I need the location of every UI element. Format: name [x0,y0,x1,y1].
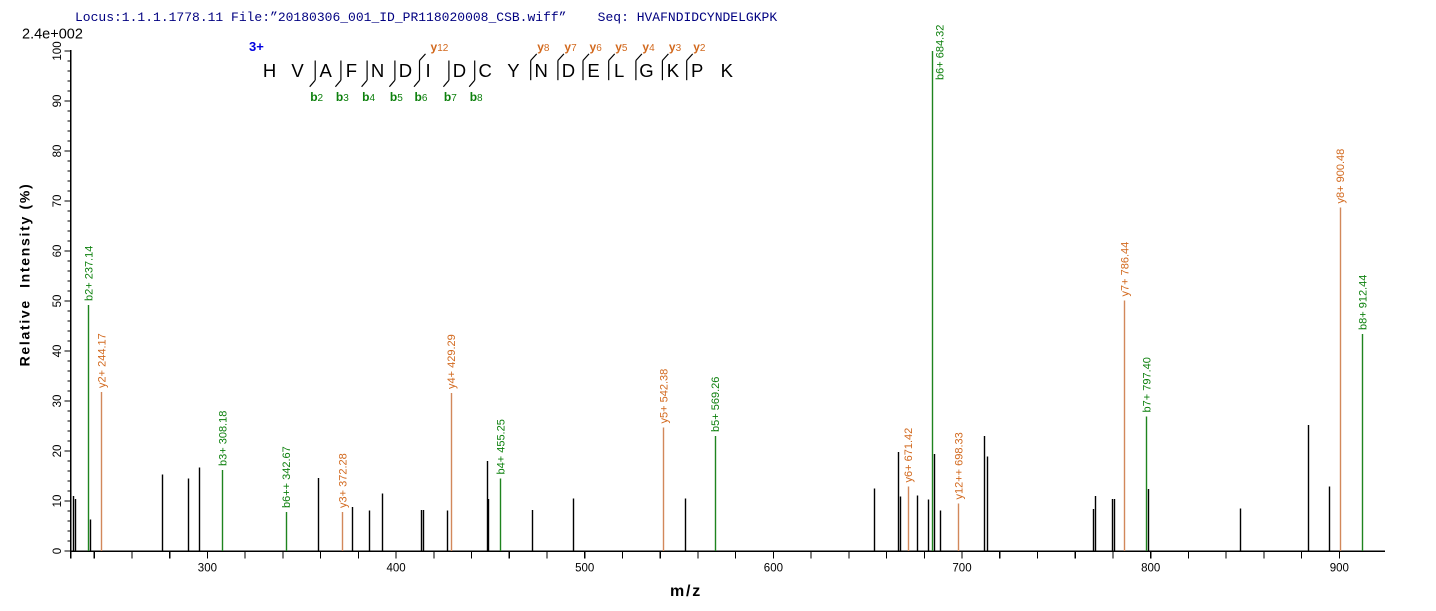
svg-text:800: 800 [1141,563,1160,575]
svg-text:y5+ 542.38: y5+ 542.38 [659,369,671,424]
svg-text:y4+ 429.29: y4+ 429.29 [446,334,458,389]
svg-text:b3: b3 [336,90,349,104]
svg-text:40: 40 [52,345,64,358]
svg-text:K: K [721,60,734,81]
svg-text:y7+ 786.44: y7+ 786.44 [1120,242,1132,297]
svg-text:y8+ 900.48: y8+ 900.48 [1335,149,1347,204]
svg-text:b6: b6 [415,90,428,104]
svg-text:b3+ 308.18: b3+ 308.18 [217,411,229,466]
svg-text:b4: b4 [362,90,375,104]
svg-text:900: 900 [1330,563,1349,575]
svg-text:300: 300 [198,563,217,575]
svg-text:E: E [587,60,599,81]
svg-text:b8+ 912.44: b8+ 912.44 [1358,275,1370,330]
svg-text:D: D [453,60,466,81]
svg-text:y2+ 244.17: y2+ 244.17 [96,333,108,388]
svg-text:2.4e+002: 2.4e+002 [22,27,83,43]
svg-text:30: 30 [52,395,64,408]
svg-text:60: 60 [52,245,64,258]
svg-text:y4: y4 [642,40,655,54]
svg-text:L: L [614,60,624,81]
svg-text:y3: y3 [669,40,682,54]
svg-text:70: 70 [52,195,64,208]
svg-text:y5: y5 [615,40,628,54]
svg-text:y7: y7 [564,40,577,54]
svg-text:A: A [320,60,333,81]
svg-text:D: D [399,60,412,81]
svg-text:90: 90 [52,95,64,108]
svg-text:N: N [371,60,384,81]
svg-text:3+: 3+ [249,39,264,54]
svg-text:100: 100 [52,41,64,60]
svg-text:m/z: m/z [670,583,702,600]
svg-text:0: 0 [52,548,64,554]
svg-text:b6+ 684.32: b6+ 684.32 [935,25,947,80]
svg-text:F: F [346,60,357,81]
svg-text:20: 20 [52,445,64,458]
svg-text:y12++ 698.33: y12++ 698.33 [954,432,966,499]
svg-text:b5: b5 [390,90,403,104]
svg-text:D: D [562,60,575,81]
svg-text:C: C [479,60,492,81]
svg-text:P: P [691,60,703,81]
svg-text:80: 80 [52,145,64,158]
svg-text:Y: Y [507,60,519,81]
svg-text:500: 500 [575,563,594,575]
svg-text:b5+ 569.26: b5+ 569.26 [710,377,722,432]
svg-text:b2: b2 [310,90,323,104]
svg-text:Relative Intensity (%): Relative Intensity (%) [17,183,33,367]
svg-text:b8: b8 [470,90,483,104]
svg-text:b6++ 342.67: b6++ 342.67 [281,446,293,508]
svg-text:y2: y2 [693,40,706,54]
svg-text:b2+ 237.14: b2+ 237.14 [84,246,96,301]
svg-text:700: 700 [952,563,971,575]
svg-text:400: 400 [387,563,406,575]
svg-text:y6: y6 [590,40,603,54]
svg-text:10: 10 [52,495,64,508]
svg-text:y8: y8 [537,40,550,54]
svg-text:G: G [639,60,653,81]
svg-text:y6+ 671.42: y6+ 671.42 [903,428,915,483]
svg-text:N: N [535,60,548,81]
svg-text:50: 50 [52,295,64,308]
svg-text:V: V [291,60,304,81]
svg-text:I: I [426,60,431,81]
svg-text:600: 600 [764,563,783,575]
svg-text:b4+ 455.25: b4+ 455.25 [495,419,507,474]
svg-text:K: K [667,60,680,81]
svg-text:b7: b7 [444,90,457,104]
svg-text:H: H [263,60,276,81]
svg-text:y3+ 372.28: y3+ 372.28 [337,453,349,508]
svg-text:Locus:1.1.1.1778.11 File:”2018: Locus:1.1.1.1778.11 File:”20180306_001_I… [75,10,777,25]
svg-text:b7+ 797.40: b7+ 797.40 [1141,357,1153,412]
svg-text:y12: y12 [431,40,449,54]
